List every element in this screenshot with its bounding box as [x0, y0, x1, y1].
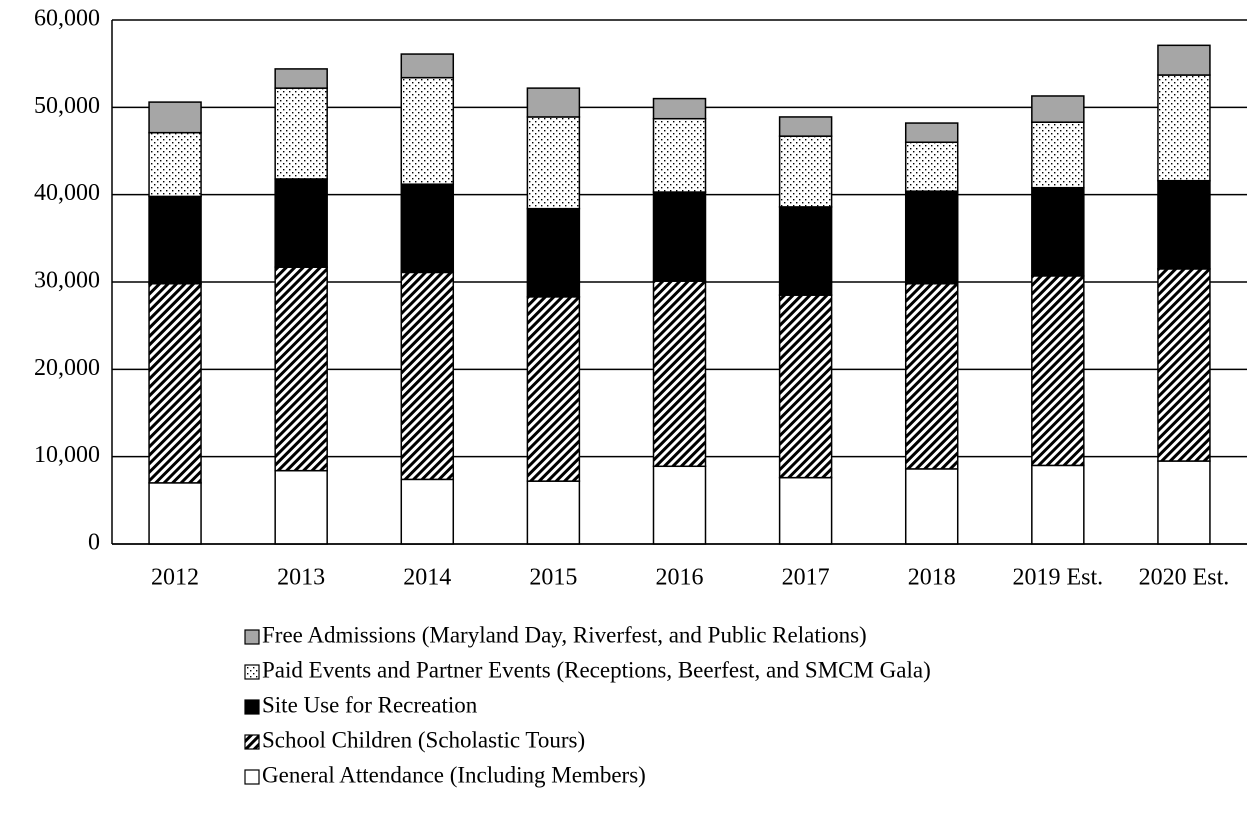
bar-segment	[1031, 464, 1085, 545]
bar-segment	[1157, 268, 1211, 462]
bar-segment	[400, 183, 455, 274]
bar-segment	[652, 191, 707, 282]
bar-segment	[652, 280, 707, 468]
x-tick-label: 2013	[277, 565, 325, 591]
bar-segment	[400, 76, 455, 185]
bar-segment	[526, 480, 581, 545]
bar-segment	[652, 465, 707, 545]
bar-segment	[400, 271, 455, 481]
bar-segment	[274, 266, 328, 472]
bar-segment	[1031, 186, 1085, 277]
legend-swatch	[244, 664, 260, 680]
y-tick-label: 30,000	[34, 268, 100, 294]
x-tick-label: 2020 Est.	[1139, 565, 1230, 591]
legend-swatch	[244, 734, 260, 750]
bar-segment	[652, 117, 707, 193]
legend-label: Free Admissions (Maryland Day, Riverfest…	[262, 622, 867, 647]
bar-segment	[148, 131, 202, 198]
bar-segment	[1031, 121, 1085, 189]
legend-label: School Children (Scholastic Tours)	[262, 727, 585, 752]
legend: General Attendance (Including Members) Sc…	[244, 622, 931, 787]
bar-segment	[1157, 179, 1211, 270]
bar-segment	[526, 207, 581, 298]
bar-segment	[274, 469, 328, 545]
bar-segment	[904, 190, 959, 285]
legend-swatch	[244, 699, 260, 715]
legend-swatch	[244, 769, 260, 785]
bar-segment	[904, 141, 959, 192]
bar-segment	[778, 294, 833, 479]
x-tick-label: 2018	[908, 565, 956, 591]
y-tick-label: 50,000	[34, 93, 100, 119]
x-tick-label: 2019 Est.	[1012, 565, 1103, 591]
bar-segment	[904, 282, 959, 470]
bar-segment	[274, 68, 328, 89]
bar-segment	[778, 116, 833, 137]
x-tick-label: 2016	[656, 565, 704, 591]
bar-segment	[148, 195, 202, 285]
bar-segment	[526, 116, 581, 210]
x-tick-label: 2015	[529, 565, 577, 591]
bar-segment	[1157, 460, 1211, 545]
legend-label: Paid Events and Partner Events (Receptio…	[262, 657, 931, 682]
bar-segment	[904, 468, 959, 545]
bar-segment	[778, 206, 833, 296]
bar-segment	[526, 87, 581, 118]
x-tick-label: 2012	[151, 565, 199, 591]
bar-segment	[778, 135, 833, 208]
bar-segment	[652, 97, 707, 120]
y-tick-label: 20,000	[34, 355, 100, 381]
y-tick-label: 40,000	[34, 180, 100, 206]
y-tick-label: 10,000	[34, 442, 100, 468]
legend-label: General Attendance (Including Members)	[262, 762, 646, 787]
bar-segment	[1157, 74, 1211, 182]
y-tick-label: 0	[88, 530, 100, 556]
y-tick-label: 60,000	[34, 6, 100, 32]
bar-segment	[904, 122, 959, 144]
bar-segment	[778, 476, 833, 545]
legend-label: Site Use for Recreation	[262, 692, 478, 717]
bar-segment	[274, 178, 328, 268]
bar-segment	[148, 482, 202, 545]
bar-segment	[274, 87, 328, 180]
x-tick-label: 2017	[782, 565, 830, 591]
x-tick-label: 2014	[403, 565, 451, 591]
bar-segment	[148, 282, 202, 484]
bar-segment	[400, 53, 455, 79]
bar-segment	[400, 478, 455, 545]
bar-segment	[526, 296, 581, 482]
legend-swatch	[244, 629, 260, 645]
bar-segment	[148, 101, 202, 134]
bar-segment	[1031, 95, 1085, 123]
bar-segment	[1031, 275, 1085, 467]
bar-segment	[1157, 44, 1211, 76]
